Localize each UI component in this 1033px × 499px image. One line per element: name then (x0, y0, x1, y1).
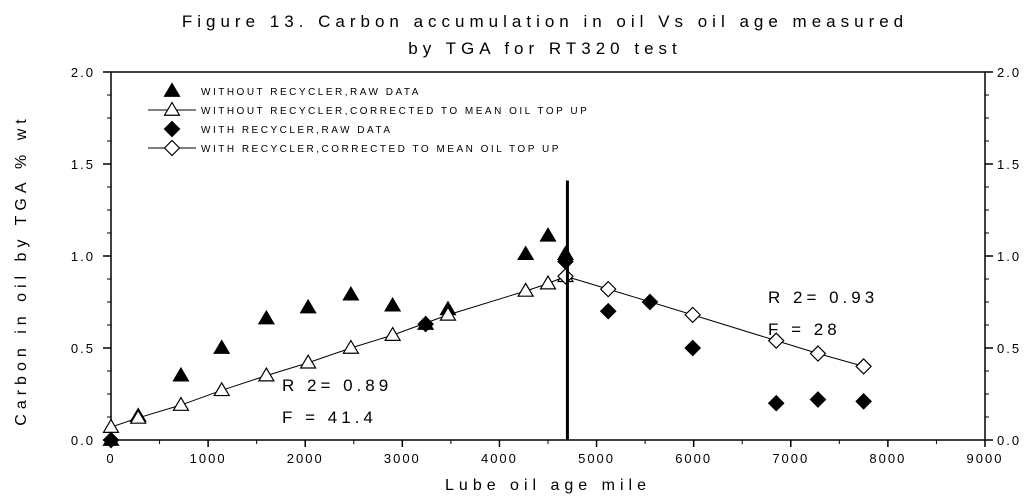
data-point-triangle-filled (517, 245, 535, 261)
data-point-triangle-open (517, 282, 535, 297)
x-tick-label: 4000 (481, 451, 518, 466)
x-tick-label: 6000 (675, 451, 712, 466)
legend-label-with-raw: WITH RECYCLER,RAW DATA (201, 125, 392, 136)
data-point-triangle-open (257, 366, 275, 382)
data-point-triangle-open (129, 409, 147, 424)
data-point-triangle-open (342, 339, 360, 354)
legend-marker-triangle-open (163, 101, 181, 116)
chart-title-line1: Figure 13. Carbon accumulation in oil Vs… (182, 12, 908, 31)
y-right-tick-label: 2.0 (997, 65, 1021, 80)
legend-item-with-corrected: WITH RECYCLER,CORRECTED TO MEAN OIL TOP … (148, 139, 561, 157)
data-point-triangle-filled (342, 285, 360, 301)
ticks-layer: 0 1000 2000 3000 4000 5000 6000 7000 8000 9000 0.0… (71, 65, 1021, 466)
data-point-diamond-open (767, 332, 785, 349)
x-tick-label: 2000 (287, 451, 324, 466)
y-right-tick-label: 1.0 (997, 249, 1021, 264)
x-tick-label: 5000 (578, 451, 615, 466)
data-point-triangle-open (299, 354, 317, 369)
data-point-diamond-filled (809, 391, 827, 408)
legend-marker-triangle-filled (163, 82, 181, 97)
data-point-triangle-filled (384, 296, 402, 312)
data-point-triangle-open (539, 274, 557, 290)
legend-marker-diamond-open (163, 139, 181, 157)
data-point-diamond-open (599, 280, 617, 298)
legend-label-without-raw: WITHOUT RECYCLER,RAW DATA (201, 87, 421, 98)
data-point-diamond-open (855, 358, 872, 375)
x-axis-label: Lube oil age mile (445, 477, 651, 494)
legend-item-with-raw: WITH RECYCLER,RAW DATA (163, 120, 392, 138)
annotation-r2-left: R 2= 0.89 (282, 376, 392, 395)
y-tick-label: 0.5 (71, 341, 95, 356)
data-point-triangle-open (384, 326, 402, 341)
data-point-diamond-filled (417, 315, 434, 333)
y-right-tick-label: 1.5 (997, 157, 1021, 172)
data-point-triangle-filled (213, 339, 231, 354)
data-point-triangle-open (439, 306, 457, 321)
legend-marker-triangle-filled (163, 82, 181, 97)
y-tick-label: 0.0 (71, 433, 95, 448)
legend-marker-diamond-open (163, 139, 181, 157)
x-tick-label: 8000 (869, 451, 906, 466)
data-point-triangle-filled (299, 298, 317, 314)
data-point-diamond-filled (599, 302, 617, 320)
legend-marker-triangle-open (163, 101, 181, 116)
x-tick-label: 9000 (967, 451, 1004, 466)
y-right-tick-label: 0.5 (997, 341, 1021, 356)
data-point-diamond-filled (641, 293, 659, 311)
annotation-f-left: F = 41.4 (282, 408, 377, 427)
annotation-f-right: F = 28 (768, 320, 841, 339)
data-point-diamond-filled (102, 431, 120, 449)
chart-title-line2: by TGA for RT320 test (408, 39, 682, 58)
legend-item-without-corrected: WITHOUT RECYCLER,CORRECTED TO MEAN OIL T… (148, 101, 589, 117)
data-point-diamond-open (809, 345, 827, 362)
series-line-3 (565, 275, 864, 367)
data-point-triangle-filled (257, 309, 275, 325)
x-tick-label: 1000 (190, 451, 227, 466)
data-point-triangle-open (102, 418, 120, 433)
x-tick-label: 3000 (384, 451, 421, 466)
data-point-diamond-open (684, 306, 702, 324)
x-tick-label: 0 (106, 451, 115, 466)
annotation-r2-right: R 2= 0.93 (768, 288, 878, 307)
data-point-triangle-open (213, 381, 231, 397)
y-tick-label: 1.0 (71, 249, 95, 264)
x-tick-label: 7000 (772, 451, 809, 466)
data-point-diamond-filled (684, 339, 702, 357)
y-right-tick-label: 0.0 (997, 433, 1021, 448)
data-point-triangle-filled (539, 227, 557, 242)
data-point-triangle-filled (172, 366, 190, 382)
data-point-diamond-filled (767, 394, 785, 412)
legend-item-without-raw: WITHOUT RECYCLER,RAW DATA (163, 82, 421, 98)
legend: WITHOUT RECYCLER,RAW DATA WITHOUT RECYCL… (148, 82, 589, 157)
y-axis-label: Carbon in oil by TGA % wt (13, 114, 30, 425)
markers-layer (102, 227, 872, 449)
data-point-triangle-open (172, 396, 190, 411)
legend-marker-diamond-filled (163, 120, 181, 138)
y-tick-label: 1.5 (71, 157, 95, 172)
legend-label-with-corrected: WITH RECYCLER,CORRECTED TO MEAN OIL TOP … (201, 144, 561, 155)
legend-marker-diamond-filled (163, 120, 181, 138)
legend-label-without-corrected: WITHOUT RECYCLER,CORRECTED TO MEAN OIL T… (201, 106, 589, 117)
y-tick-label: 2.0 (71, 65, 95, 80)
data-point-diamond-open (557, 267, 574, 285)
data-point-diamond-filled (855, 393, 872, 410)
